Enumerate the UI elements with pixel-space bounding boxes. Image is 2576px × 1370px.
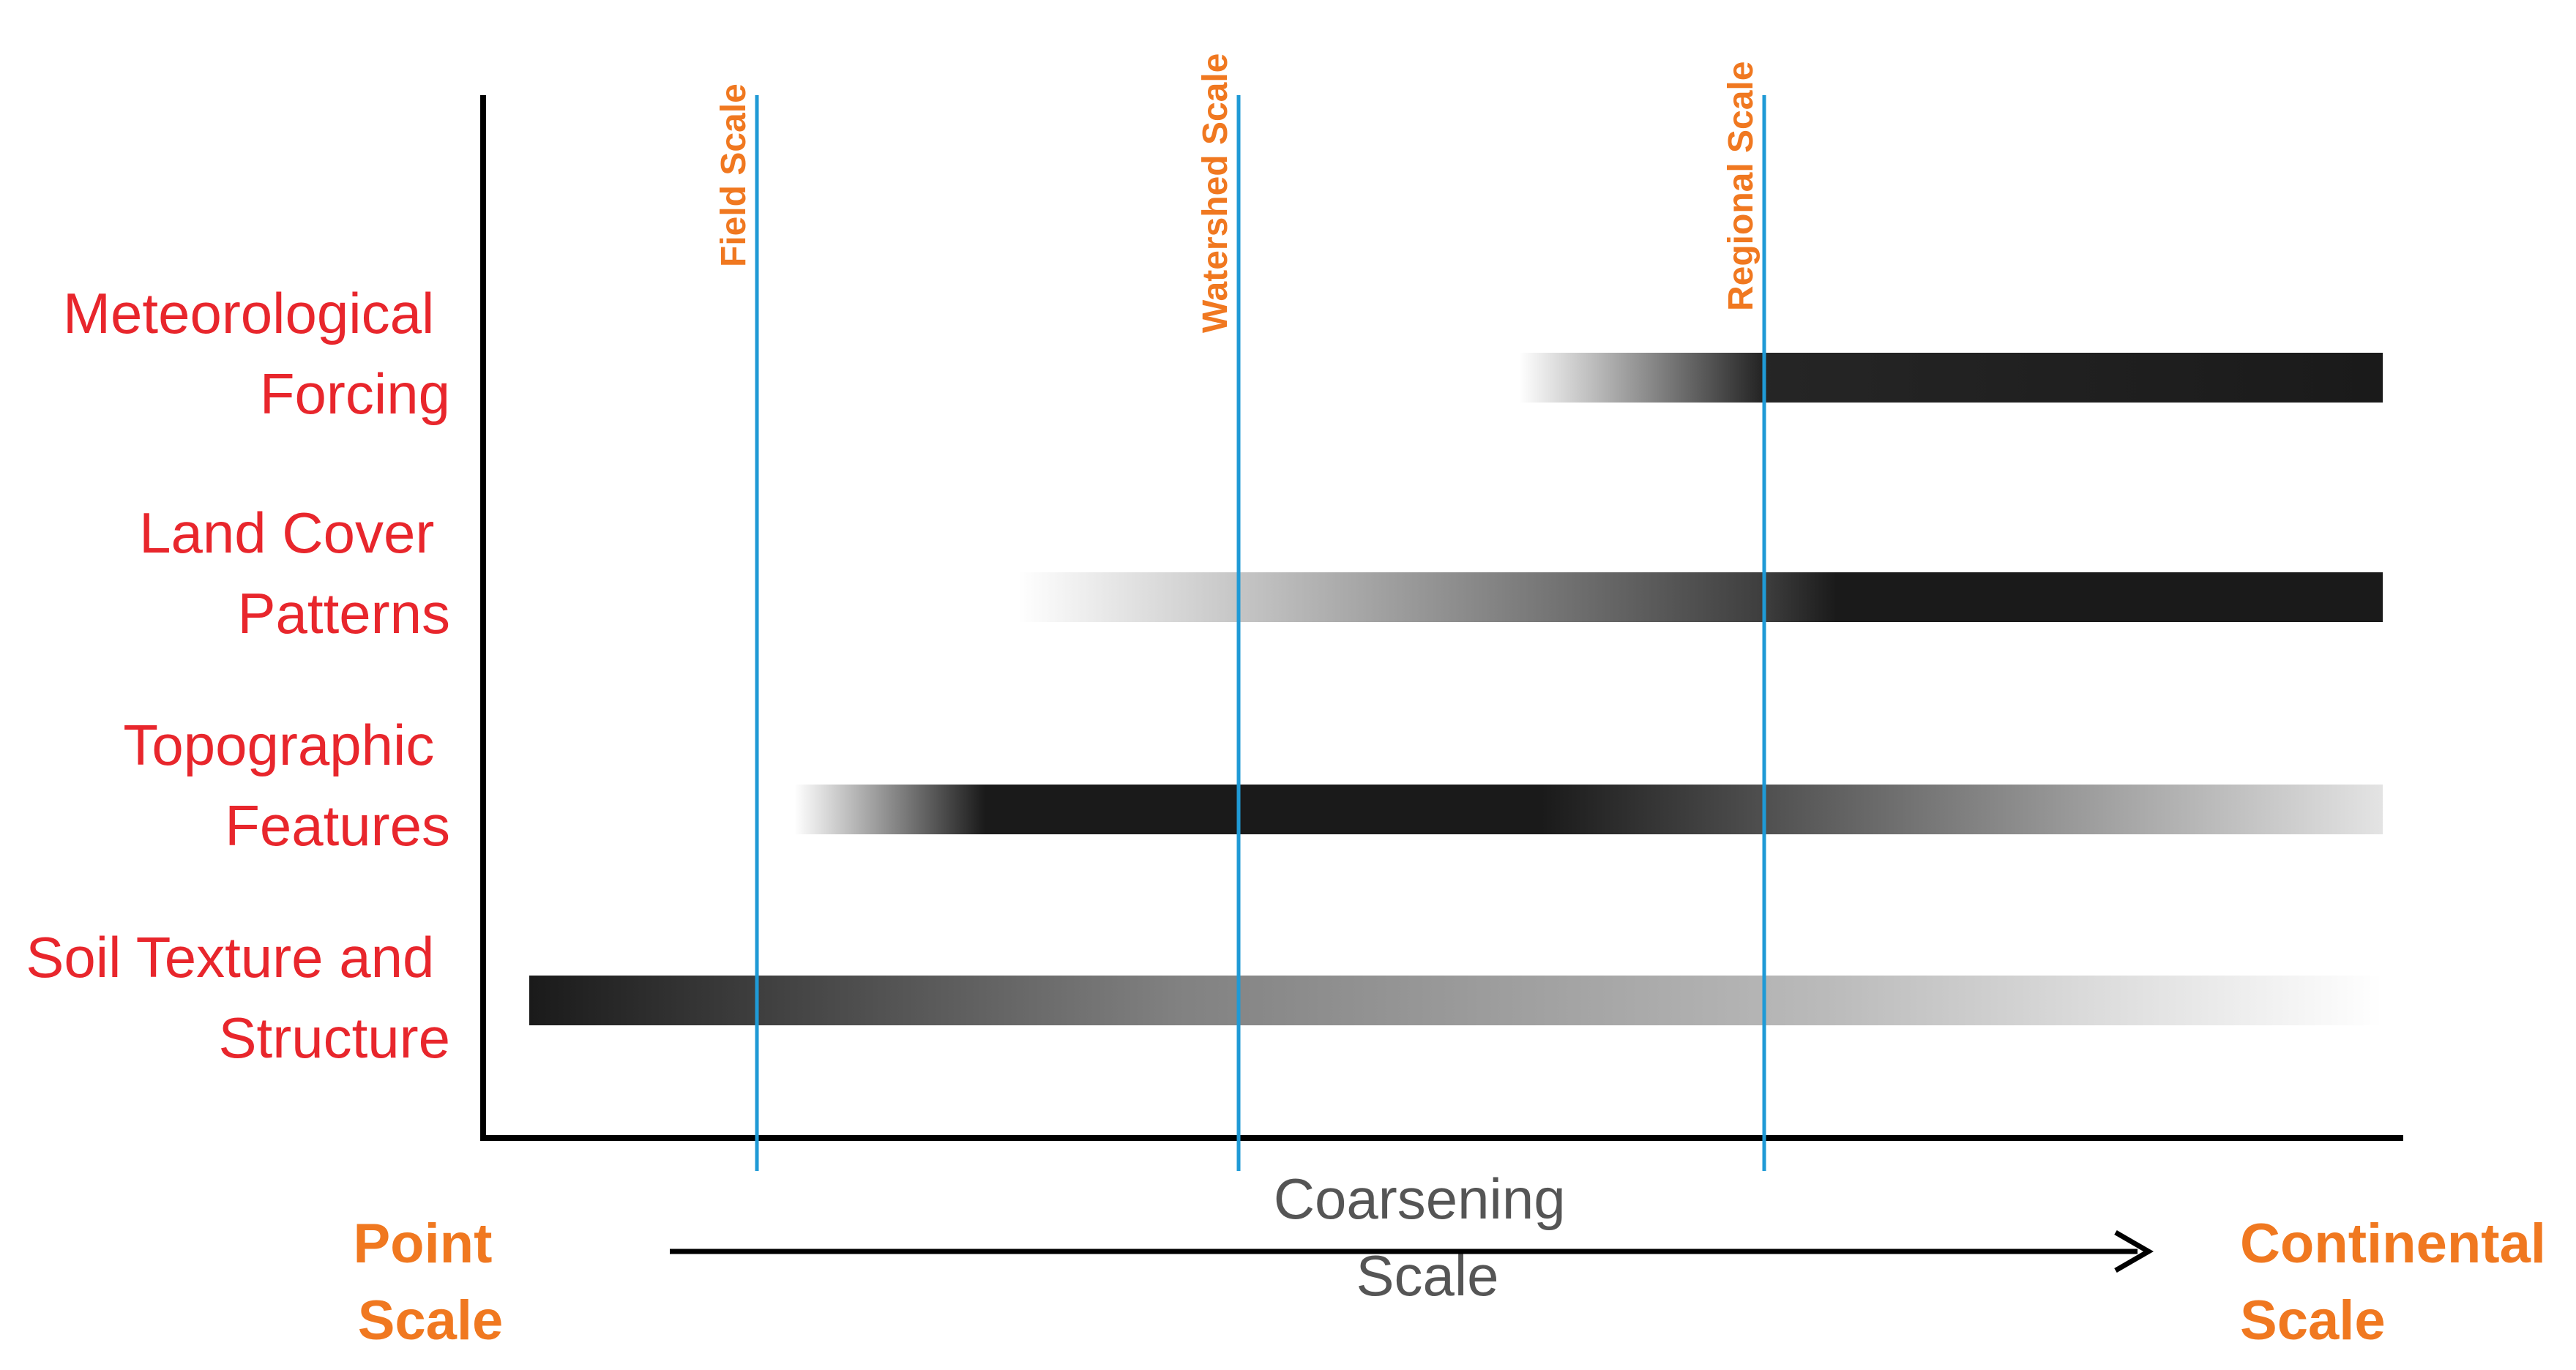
point-scale-line1: Point xyxy=(353,1213,492,1275)
factor-label-meteorological-line2: Forcing xyxy=(260,362,450,426)
point-scale-line2: Scale xyxy=(358,1289,504,1352)
factor-label-topographic: Topographic Features xyxy=(123,713,450,858)
factor-label-soil-line2: Structure xyxy=(219,1006,450,1070)
scale-label-regional: Regional Scale xyxy=(1722,61,1761,311)
factor-label-topographic-line2: Features xyxy=(225,793,450,858)
bar-meteorological xyxy=(1519,353,2383,403)
scale-label-watershed: Watershed Scale xyxy=(1196,53,1235,333)
factor-label-land-cover: Land Cover Patterns xyxy=(139,501,450,645)
bar-topographic xyxy=(794,785,2383,834)
point-scale-label: Point Scale xyxy=(353,1213,507,1352)
continental-scale-line1: Continental xyxy=(2240,1213,2546,1275)
coarsening-line2: Scale xyxy=(1356,1243,1498,1308)
continental-scale-label: Continental Scale xyxy=(2240,1213,2561,1352)
factor-label-meteorological: Meteorological Forcing xyxy=(63,281,450,426)
continental-scale-line2: Scale xyxy=(2240,1289,2386,1352)
coarsening-arrow-head xyxy=(2114,1229,2154,1273)
scale-label-field: Field Scale xyxy=(714,83,753,267)
factor-label-soil: Soil Texture and Structure xyxy=(26,925,450,1070)
factor-label-meteorological-line1: Meteorological xyxy=(63,281,434,345)
factor-label-land-cover-line1: Land Cover xyxy=(139,501,434,565)
factor-label-topographic-line1: Topographic xyxy=(123,713,434,777)
bar-soil xyxy=(529,976,2383,1025)
factor-label-soil-line1: Soil Texture and xyxy=(26,925,434,989)
bar-land-cover xyxy=(1018,572,2383,622)
coarsening-scale-label: Coarsening Scale xyxy=(1274,1167,1582,1308)
coarsening-line1: Coarsening xyxy=(1274,1167,1566,1231)
factor-label-land-cover-line2: Patterns xyxy=(238,581,450,645)
